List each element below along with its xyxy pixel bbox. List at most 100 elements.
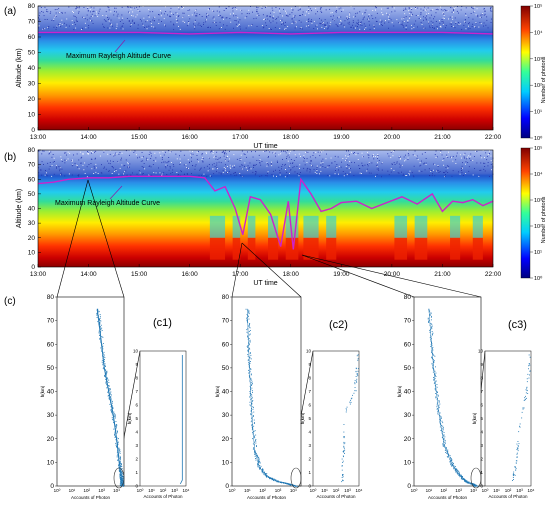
x-tick-label: 20:00 (384, 134, 401, 141)
inset-point (514, 474, 516, 476)
inset-point (522, 408, 524, 410)
inset-point (342, 460, 344, 462)
inset-y-tick: 3 (480, 443, 483, 448)
x-tick-label: 19:00 (333, 271, 350, 278)
y-tick-label: 30 (28, 220, 36, 227)
y-axis-label: Altitude (km) (16, 189, 23, 228)
inset-point (526, 397, 527, 399)
inset-y-tick: 0 (135, 484, 138, 489)
inset-point (515, 469, 516, 471)
inset-point (529, 356, 531, 358)
inset-x-tick: 10³ (171, 488, 178, 493)
inset-x-tick: 10¹ (493, 488, 500, 493)
inset-y-tick: 9 (308, 362, 311, 367)
profile-y-tick: 40 (47, 389, 55, 396)
inset-point (357, 368, 359, 370)
profile-x-tick: 10⁴ (113, 488, 120, 493)
inset-y-tick: 10 (133, 349, 139, 354)
x-tick-label: 18:00 (283, 271, 300, 278)
profile-y-tick: 50 (47, 365, 55, 372)
cloud-columns (209, 215, 483, 260)
max-rayleigh-curve (38, 31, 494, 35)
inset-point (355, 368, 357, 370)
inset-x-tick: 10³ (516, 488, 523, 493)
y-tick-label: 20 (28, 235, 36, 242)
y-tick-label: 70 (28, 162, 36, 169)
y-tick-label: 20 (28, 96, 36, 103)
inset-point (516, 452, 518, 454)
inset-point (529, 374, 530, 376)
profile-y-tick: 50 (404, 365, 412, 372)
inset-point (341, 481, 343, 483)
inset-y-tick: 4 (480, 430, 483, 435)
inset-point (357, 358, 359, 360)
y-tick-label: 70 (28, 19, 36, 26)
profile-x-tick: 10³ (455, 488, 462, 493)
inset-point (523, 400, 525, 401)
y-tick-label: 0 (31, 264, 35, 271)
profile-y-tick: 20 (222, 436, 230, 443)
y-tick-label: 0 (31, 127, 35, 134)
inset-point (356, 374, 358, 376)
inset-profile (179, 355, 183, 485)
inset-point (343, 431, 345, 433)
subfigure-label: (c1) (153, 317, 172, 329)
inset-point (522, 407, 524, 409)
profile-line (96, 308, 123, 486)
inset-x-tick: 10¹ (321, 488, 328, 493)
inset-point (516, 447, 518, 449)
profile-y-tick: 60 (47, 341, 55, 348)
inset-point (528, 354, 530, 356)
colorbar-tick-label: 10² (534, 83, 542, 89)
inset-x-tick: 10⁴ (528, 488, 535, 493)
profile-y-tick: 0 (50, 483, 54, 490)
inset-point (350, 398, 352, 400)
colorbar-tick-label: 10⁵ (534, 145, 542, 152)
inset-point (529, 364, 531, 366)
x-tick-label: 22:00 (485, 134, 502, 141)
inset-x-label: Accounts of Photon (488, 494, 528, 499)
inset-x-label: Accounts of Photon (316, 494, 356, 499)
profile-y-tick: 40 (222, 389, 230, 396)
profile-y-tick: 70 (47, 318, 55, 325)
colorbar-b: 10⁵ 10⁴ 10³ 10² 10¹ 10⁰ Number of photons (520, 145, 547, 282)
inset-y-tick: 10 (306, 349, 312, 354)
inset-point (526, 389, 528, 391)
y-tick-label: 60 (28, 34, 36, 41)
inset-y-tick: 10 (478, 349, 484, 354)
y-tick-label: 10 (28, 249, 36, 256)
profile-x-tick: 10³ (98, 488, 105, 493)
inset-point (515, 462, 517, 464)
inset-point (343, 441, 345, 443)
inset-point (514, 467, 516, 468)
heatmap-field (38, 6, 493, 130)
colorbar-a-title: Number of photons (541, 56, 547, 103)
inset-point (516, 449, 518, 450)
x-tick-label: 21:00 (434, 134, 451, 141)
profile-x-tick: 10⁴ (290, 488, 297, 493)
profile-y-tick: 30 (222, 412, 230, 419)
x-tick-label: 18:00 (283, 134, 300, 141)
inset-point (341, 465, 343, 467)
inset-y-tick: 8 (135, 376, 138, 381)
inset-point (356, 380, 357, 382)
profile-y-tick: 20 (404, 436, 412, 443)
y-tick-label: 80 (28, 3, 36, 10)
inset-point (343, 451, 345, 453)
inset-point (513, 473, 514, 475)
x-axis-label: UT time (253, 280, 277, 287)
y-axis-label: Altitude (km) (16, 48, 23, 87)
inset-point (528, 365, 530, 367)
y-tick-label: 60 (28, 176, 36, 183)
inset-point (517, 450, 519, 452)
inset-point (350, 399, 351, 401)
inset-point (524, 397, 526, 399)
noise-scatter (38, 150, 494, 178)
inset-y-tick: 2 (480, 457, 483, 462)
inset-point (357, 359, 359, 361)
inset-y-label: h(km) (300, 412, 305, 424)
inset-point (526, 381, 528, 383)
inset-y-tick: 5 (480, 416, 483, 421)
